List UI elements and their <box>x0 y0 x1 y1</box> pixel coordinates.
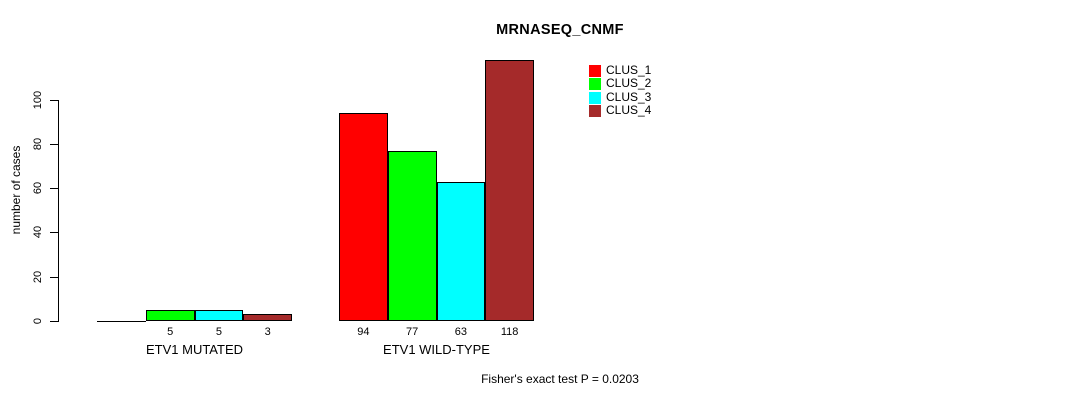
legend-color-swatch-clus_3 <box>589 91 601 104</box>
y-tick <box>50 143 58 145</box>
bar-value-label: 3 <box>264 326 271 338</box>
bar-clus_4-etv1-mutated <box>243 314 292 321</box>
legend-label-clus_3: CLUS_3 <box>606 89 652 104</box>
y-tick <box>50 99 58 101</box>
y-tick-label: 40 <box>32 226 44 239</box>
y-tick-label: 80 <box>32 137 44 151</box>
bar-clus_1-etv1-mutated-zero <box>97 321 146 322</box>
legend-color-swatch-clus_2 <box>589 78 601 91</box>
bar-clus_3-etv1-mutated <box>194 309 244 321</box>
bar-value-label: 118 <box>500 326 519 338</box>
bar-clus_1-etv1-wild-type <box>339 112 388 321</box>
legend-label-clus_4: CLUS_4 <box>606 103 652 118</box>
legend-label-clus_1: CLUS_1 <box>606 63 652 77</box>
legend-color-swatch-clus_1 <box>589 65 601 77</box>
y-axis <box>58 100 59 322</box>
legend-color-swatch-clus_4 <box>589 105 601 118</box>
bar-value-label: 5 <box>167 326 174 338</box>
y-tick-label: 60 <box>32 182 44 195</box>
bar-clus_3-etv1-wild-type <box>436 181 486 321</box>
y-tick <box>50 232 58 234</box>
y-axis-label: number of cases <box>9 145 23 235</box>
y-tick <box>50 188 58 190</box>
bar-value-label: 77 <box>406 326 419 338</box>
x-category-label-etv1-mutated: ETV1 MUTATED <box>145 342 244 357</box>
legend-label-clus_2: CLUS_2 <box>606 76 652 91</box>
fisher-test-annotation: Fisher's exact test P = 0.0203 <box>481 372 639 386</box>
y-tick-label: 0 <box>32 317 44 325</box>
y-tick <box>50 276 58 278</box>
bar-value-label: 63 <box>454 326 467 338</box>
bar-clus_2-etv1-wild-type <box>387 150 437 321</box>
y-tick-label: 100 <box>32 90 44 109</box>
chart-title: MRNASEQ_CNMF <box>496 22 624 38</box>
bar-clus_2-etv1-mutated <box>145 309 195 321</box>
bar-clus_4-etv1-wild-type <box>485 59 534 321</box>
x-category-label-etv1-wild-type: ETV1 WILD-TYPE <box>383 342 490 357</box>
y-tick <box>50 321 58 322</box>
y-tick-label: 20 <box>32 270 44 283</box>
bar-value-label: 94 <box>357 326 370 338</box>
bar-value-label: 5 <box>215 326 222 338</box>
